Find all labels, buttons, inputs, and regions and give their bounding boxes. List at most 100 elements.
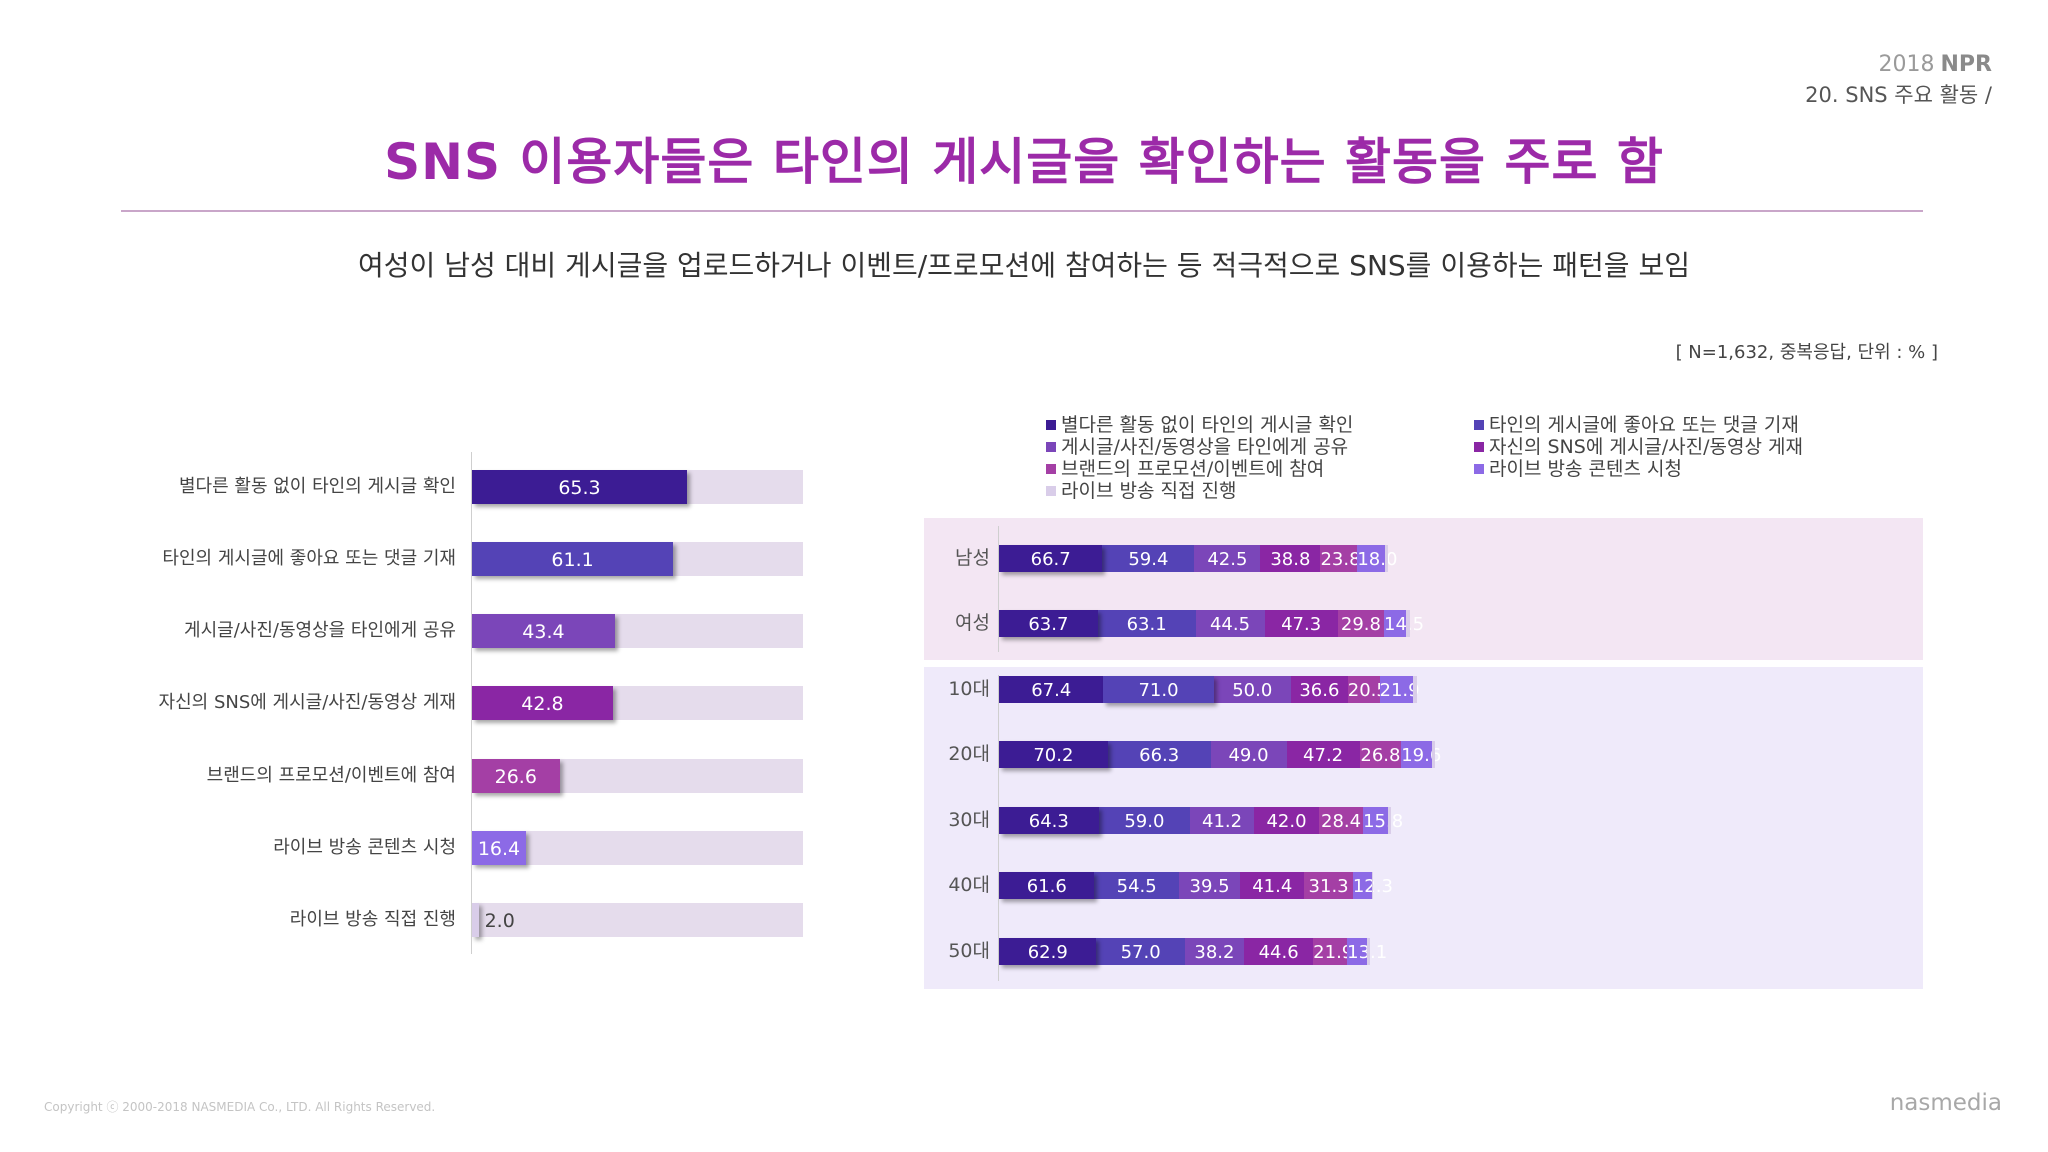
segment-value-label: 38.2: [1194, 942, 1235, 963]
report-year: 2018: [1878, 52, 1935, 77]
bar: [472, 903, 479, 937]
segment-value-label: 50.0: [1232, 680, 1273, 701]
segment-value-label: 54.5: [1116, 876, 1157, 897]
report-brand: 2018 NPR 20. SNS 주요 활동 /: [1805, 50, 1992, 110]
bar-segment: 66.7: [999, 545, 1103, 572]
segment-value-label: 41.4: [1252, 876, 1293, 897]
bar-segment: 47.2: [1286, 741, 1360, 768]
section-label: 20. SNS 주요 활동 /: [1805, 83, 1992, 107]
segment-value-label: 59.0: [1124, 811, 1165, 832]
bar-segment: 14.5: [1384, 610, 1425, 637]
legend-swatch: [1046, 486, 1056, 496]
legend-item: 별다른 활동 없이 타인의 게시글 확인: [1046, 414, 1353, 436]
segment-value-label: 44.6: [1258, 942, 1299, 963]
legend-label: 별다른 활동 없이 타인의 게시글 확인: [1061, 414, 1354, 436]
segment-value-label: 31.3: [1308, 876, 1349, 897]
bar-segment: [1387, 807, 1391, 834]
legend-label: 타인의 게시글에 좋아요 또는 댓글 기재: [1489, 414, 1799, 436]
segment-value-label: 28.4: [1321, 811, 1362, 832]
bar-category-label: 별다른 활동 없이 타인의 게시글 확인: [178, 476, 456, 497]
segment-value-label: 41.2: [1202, 811, 1243, 832]
bar-segment: 38.8: [1260, 545, 1321, 572]
bar-category-label: 라이브 방송 콘텐츠 시청: [273, 837, 456, 858]
legend-label: 라이브 방송 직접 진행: [1061, 480, 1237, 502]
bar-value-label: 61.1: [551, 549, 594, 571]
bar-segment: 29.8: [1337, 610, 1385, 637]
segment-label: 10대: [948, 678, 990, 700]
segment-value-label: 66.3: [1139, 745, 1180, 766]
stacked-bar-row: 20대 70.2 66.3 49.0 47.2 26.8 19.6: [924, 741, 1923, 768]
legend-label: 라이브 방송 콘텐츠 시청: [1489, 458, 1682, 480]
segment-value-label: 20.5: [1347, 680, 1388, 701]
segment-value-label: 47.3: [1281, 614, 1322, 635]
right-chart-axis-gender: [998, 526, 999, 652]
segment-value-label: 49.0: [1228, 745, 1269, 766]
bar-segment: 49.0: [1210, 741, 1287, 768]
bar-segment: [1371, 872, 1374, 899]
bar-segment: 44.5: [1195, 610, 1265, 637]
bar-segment: 19.6: [1401, 741, 1441, 768]
segment-value-label: 47.2: [1303, 745, 1344, 766]
bar: [472, 831, 526, 865]
segment-value-label: 62.9: [1027, 942, 1068, 963]
bar-segment: 63.7: [999, 610, 1098, 637]
bar-segment: 18.0: [1357, 545, 1397, 572]
bar-row: 별다른 활동 없이 타인의 게시글 확인 65.3: [0, 470, 820, 504]
bar-category-label: 게시글/사진/동영상을 타인에게 공유: [184, 620, 456, 641]
right-chart-axis-age: [998, 675, 999, 981]
bar-segment: 15.8: [1363, 807, 1404, 834]
segment-value-label: 15.8: [1363, 811, 1404, 832]
segment-value-label: 38.8: [1270, 549, 1311, 570]
copyright-text: Copyright ⓒ 2000-2018 NASMEDIA Co., LTD.…: [44, 1100, 436, 1114]
bar-value-label: 16.4: [477, 838, 521, 860]
bar-segment: 67.4: [999, 676, 1104, 703]
stacked-bar-row: 여성 63.7 63.1 44.5 47.3 29.8 14.5: [924, 610, 1923, 637]
bar-segment: 71.0: [1103, 676, 1214, 703]
bar-segment: 36.6: [1291, 676, 1348, 703]
bar-segment: 26.8: [1359, 741, 1402, 768]
bar-segment: 38.2: [1184, 938, 1245, 965]
stacked-bar-row: 남성 66.7 59.4 42.5 38.8 23.8 18.0: [924, 545, 1923, 572]
bar-row: 자신의 SNS에 게시글/사진/동영상 게재 42.8: [0, 686, 820, 720]
legend-item: 브랜드의 프로모션/이벤트에 참여: [1046, 458, 1324, 480]
bar: [472, 759, 560, 793]
segment-label: 30대: [948, 809, 990, 831]
bar-row: 브랜드의 프로모션/이벤트에 참여 26.6: [0, 759, 820, 793]
segment-value-label: 14.5: [1384, 614, 1425, 635]
bar-segment: 13.1: [1347, 938, 1387, 967]
bar-segment: 59.0: [1098, 807, 1191, 834]
segment-value-label: 13.1: [1347, 938, 1387, 967]
stacked-bar-row: 30대 64.3 59.0 41.2 42.0 28.4 15.8: [924, 807, 1923, 834]
bar-segment: 62.9: [999, 938, 1097, 965]
legend-label: 자신의 SNS에 게시글/사진/동영상 게재: [1489, 436, 1803, 458]
bar-segment: [1385, 545, 1388, 572]
bar-segment: [1367, 938, 1370, 965]
segment-value-label: 66.7: [1030, 549, 1071, 570]
bar: [472, 686, 613, 720]
bar-segment: [1431, 741, 1436, 768]
bar-segment: [1413, 676, 1417, 703]
legend-item: 라이브 방송 직접 진행: [1046, 480, 1236, 502]
bar-value-label: 42.8: [521, 693, 564, 715]
bar-row: 라이브 방송 콘텐츠 시청 16.4: [0, 831, 820, 865]
bar-segment: 20.5: [1347, 676, 1388, 703]
bar-segment: 44.6: [1244, 938, 1314, 965]
bar-segment: 70.2: [999, 741, 1108, 768]
bar-track: [472, 903, 803, 937]
bar-value-label: 26.6: [494, 766, 537, 788]
bar-track: [472, 831, 803, 865]
bar-segment: 59.4: [1102, 545, 1195, 572]
left-chart-axis: [471, 452, 472, 954]
bar-segment: 21.9: [1379, 676, 1420, 703]
bar: [472, 542, 674, 576]
segment-label: 50대: [948, 940, 990, 962]
legend-swatch: [1046, 442, 1056, 452]
sample-note: [ N=1,632, 중복응답, 단위 : % ]: [1675, 342, 1938, 363]
segment-value-label: 44.5: [1209, 614, 1251, 635]
bar-segment: 61.6: [999, 872, 1095, 899]
segment-value-label: 59.4: [1128, 549, 1169, 570]
bar-category-label: 브랜드의 프로모션/이벤트에 참여: [206, 765, 456, 786]
segment-value-label: 21.9: [1313, 942, 1354, 963]
segment-value-label: 64.3: [1028, 811, 1069, 832]
bar-segment: 64.3: [999, 807, 1099, 834]
